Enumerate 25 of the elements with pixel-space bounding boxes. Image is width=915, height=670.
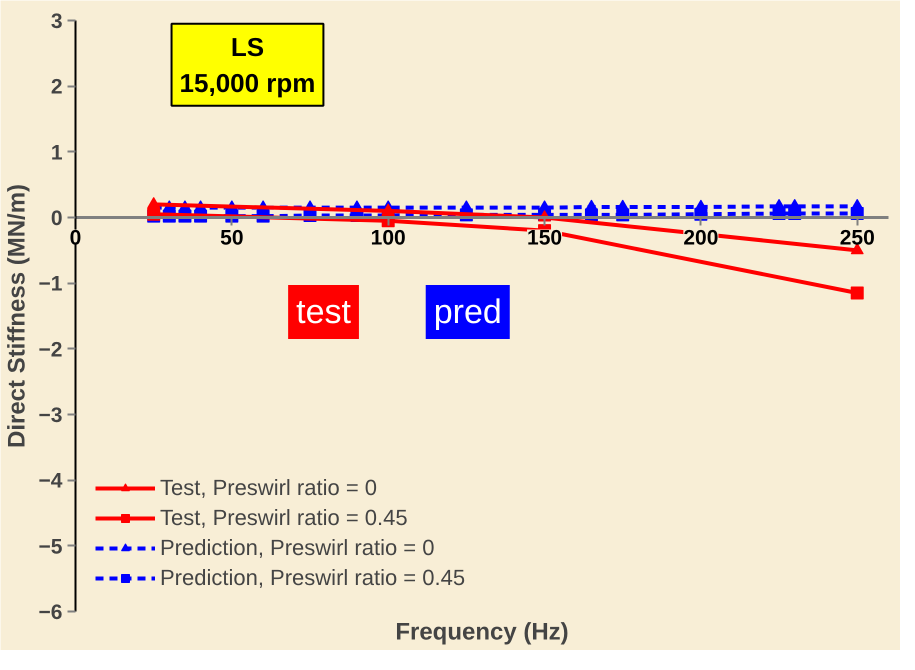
x-tick-label: 0 <box>70 226 82 250</box>
legend-label: Prediction, Preswirl ratio = 0 <box>160 535 434 561</box>
x-tick-label: 100 <box>370 226 406 250</box>
x-tick-label: 150 <box>527 226 562 250</box>
y-tick-label: 2 <box>50 76 63 99</box>
y-tick-label: −3 <box>38 404 63 427</box>
y-tick-label: 3 <box>50 10 63 33</box>
y-tick-label: 0 <box>50 207 63 230</box>
y-tick-label: −2 <box>38 338 63 362</box>
x-tick-label: 250 <box>840 226 875 250</box>
y-tick-label: −4 <box>38 470 63 493</box>
x-axis-title: Frequency (Hz) <box>395 618 569 646</box>
y-tick-label: −6 <box>38 601 63 624</box>
x-tick-label: 200 <box>683 226 718 250</box>
annotation: test <box>296 292 352 331</box>
legend-label: Prediction, Preswirl ratio = 0.45 <box>160 565 466 591</box>
x-tick-label: 50 <box>220 226 244 250</box>
y-tick-label: 1 <box>50 141 63 164</box>
y-axis-title: Direct Stiffness (MN/m) <box>4 184 31 448</box>
legend-label: Test, Preswirl ratio = 0 <box>160 475 378 501</box>
y-tick-label: −5 <box>38 535 63 558</box>
annotation: pred <box>434 292 502 331</box>
legend-label: Test, Preswirl ratio = 0.45 <box>160 505 408 531</box>
annotation: LS 15,000 rpm <box>180 32 316 98</box>
y-tick-label: −1 <box>38 272 63 296</box>
